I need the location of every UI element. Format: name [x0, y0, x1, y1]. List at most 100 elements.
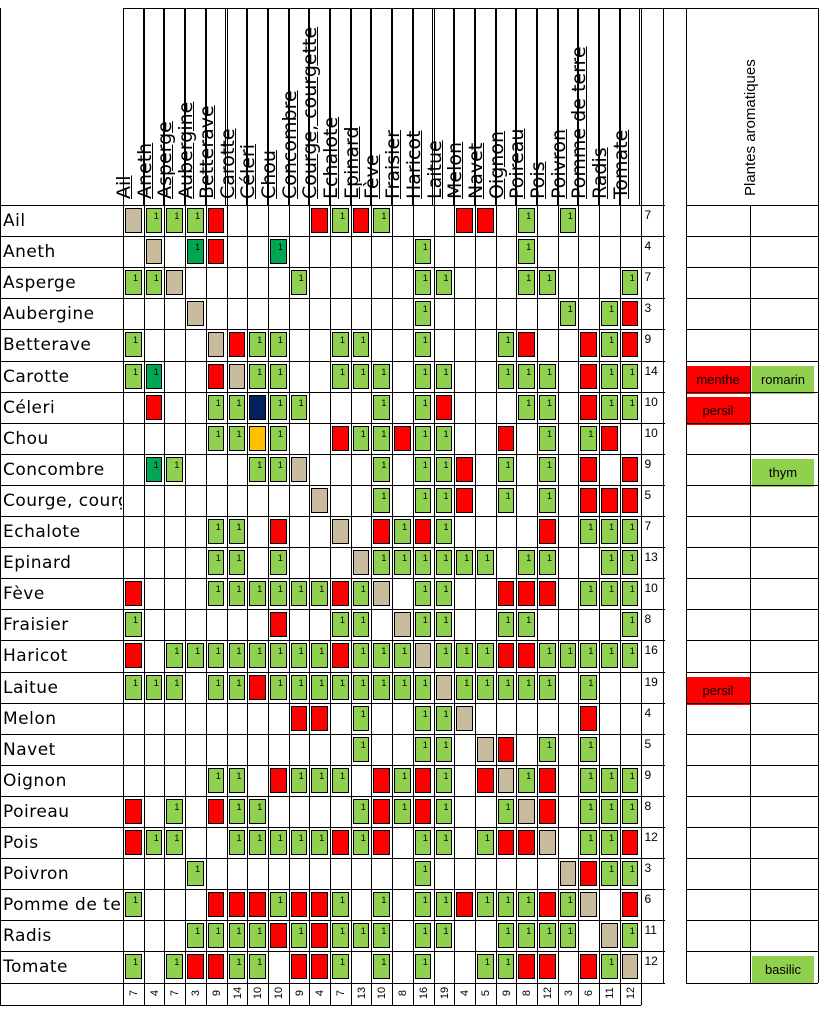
- aromatic-line: [686, 422, 818, 424]
- column-total: 4: [459, 989, 472, 996]
- cell-mark: 1: [298, 646, 304, 657]
- count-line: [640, 578, 665, 580]
- cell-mark: 1: [443, 584, 449, 595]
- aromatic-line: [686, 920, 818, 922]
- row-count: 5: [644, 487, 652, 502]
- cell-mark: 1: [443, 273, 449, 284]
- count-line: [640, 329, 665, 331]
- cell-mark: 1: [257, 335, 263, 346]
- table-cell: 1: [311, 643, 328, 669]
- count-line: [640, 640, 665, 642]
- cell-mark: 1: [422, 584, 428, 595]
- row-count: 8: [644, 798, 652, 813]
- row-count: 10: [644, 394, 658, 409]
- cell-mark: 1: [298, 770, 304, 781]
- table-cell: 1: [435, 612, 453, 638]
- cell-mark: 1: [360, 801, 366, 812]
- column-header-label: Radis: [589, 147, 612, 199]
- column-header: Chou: [258, 8, 289, 205]
- table-cell: [621, 892, 639, 918]
- table-cell: 1: [125, 332, 142, 358]
- table-cell: 1: [414, 332, 432, 358]
- table-cell: 1: [187, 861, 204, 887]
- column-line: [350, 8, 352, 1005]
- table-cell: [145, 394, 163, 420]
- table-cell: 1: [394, 643, 411, 669]
- cell-mark: 1: [381, 397, 387, 408]
- cell-mark: 1: [422, 926, 428, 937]
- column-line: [557, 8, 559, 1005]
- table-cell: 1: [269, 892, 287, 918]
- table-cell: [518, 581, 535, 607]
- count-line: [640, 453, 665, 455]
- table-cell: 1: [559, 301, 577, 327]
- table-cell: [414, 767, 432, 793]
- column-header-label: Echalote: [320, 116, 342, 199]
- aromatic-line: [686, 982, 818, 984]
- table-cell: 1: [249, 363, 266, 389]
- cell-mark: 1: [236, 801, 242, 812]
- table-cell: [332, 643, 349, 669]
- count-line: [640, 702, 665, 704]
- table-cell: [414, 643, 432, 669]
- column-header-label: Carotte: [216, 128, 239, 199]
- table-cell: [228, 332, 246, 358]
- table-cell: 1: [373, 954, 391, 980]
- count-line: [640, 360, 665, 362]
- cell-mark: 1: [381, 926, 387, 937]
- table-cell: 1: [435, 425, 453, 451]
- table-cell: 1: [580, 581, 598, 607]
- cell-mark: 1: [381, 677, 387, 688]
- row-label: Poireau: [3, 801, 70, 822]
- column-line: [205, 8, 207, 1005]
- column-header-label: Oignon: [485, 130, 508, 199]
- table-cell: 1: [332, 363, 349, 389]
- cell-mark: 1: [133, 273, 139, 284]
- cell-mark: 1: [505, 335, 511, 346]
- table-cell: 1: [518, 767, 535, 793]
- cell-mark: 1: [547, 428, 553, 439]
- table-cell: [311, 923, 328, 949]
- cell-mark: 1: [422, 366, 428, 377]
- table-cell: 1: [601, 954, 618, 980]
- table-cell: 1: [435, 550, 453, 576]
- table-cell: [497, 581, 515, 607]
- aromatic-line: [686, 702, 818, 704]
- table-cell: 1: [580, 798, 598, 824]
- column-header-label: Chou: [257, 150, 280, 199]
- row-label: Courge, courgette: [3, 490, 122, 511]
- column-header-label: Pomme de terre: [568, 46, 591, 199]
- cell-mark: 1: [360, 428, 366, 439]
- table-cell: 1: [125, 363, 142, 389]
- table-cell: 1: [290, 767, 308, 793]
- table-cell: 1: [601, 643, 618, 669]
- cell-mark: 1: [360, 708, 366, 719]
- cell-mark: 1: [505, 615, 511, 626]
- cell-mark: 1: [340, 366, 346, 377]
- table-cell: 1: [621, 550, 639, 576]
- cell-mark: 1: [277, 459, 283, 470]
- aromatic-line: [686, 329, 818, 331]
- table-cell: 1: [125, 612, 142, 638]
- column-total: 8: [521, 989, 534, 996]
- cell-mark: 1: [526, 211, 532, 221]
- table-cell: 1: [497, 954, 515, 980]
- count-line: [640, 858, 665, 860]
- count-line: [640, 391, 665, 393]
- table-cell: [290, 892, 308, 918]
- cell-mark: 1: [629, 366, 635, 377]
- column-line: [495, 8, 497, 1005]
- column-header: Concombre: [279, 8, 310, 205]
- table-cell: 1: [559, 923, 577, 949]
- table-cell: [207, 798, 225, 824]
- table-cell: 1: [476, 674, 494, 700]
- table-cell: [207, 332, 225, 358]
- row-line: [0, 298, 641, 300]
- cell-mark: 1: [360, 335, 366, 346]
- table-cell: [476, 208, 494, 234]
- cell-mark: 1: [236, 926, 242, 937]
- row-count: 12: [644, 830, 658, 844]
- table-cell: 1: [373, 550, 391, 576]
- cell-mark: 1: [443, 833, 449, 843]
- row-count: 12: [644, 954, 658, 969]
